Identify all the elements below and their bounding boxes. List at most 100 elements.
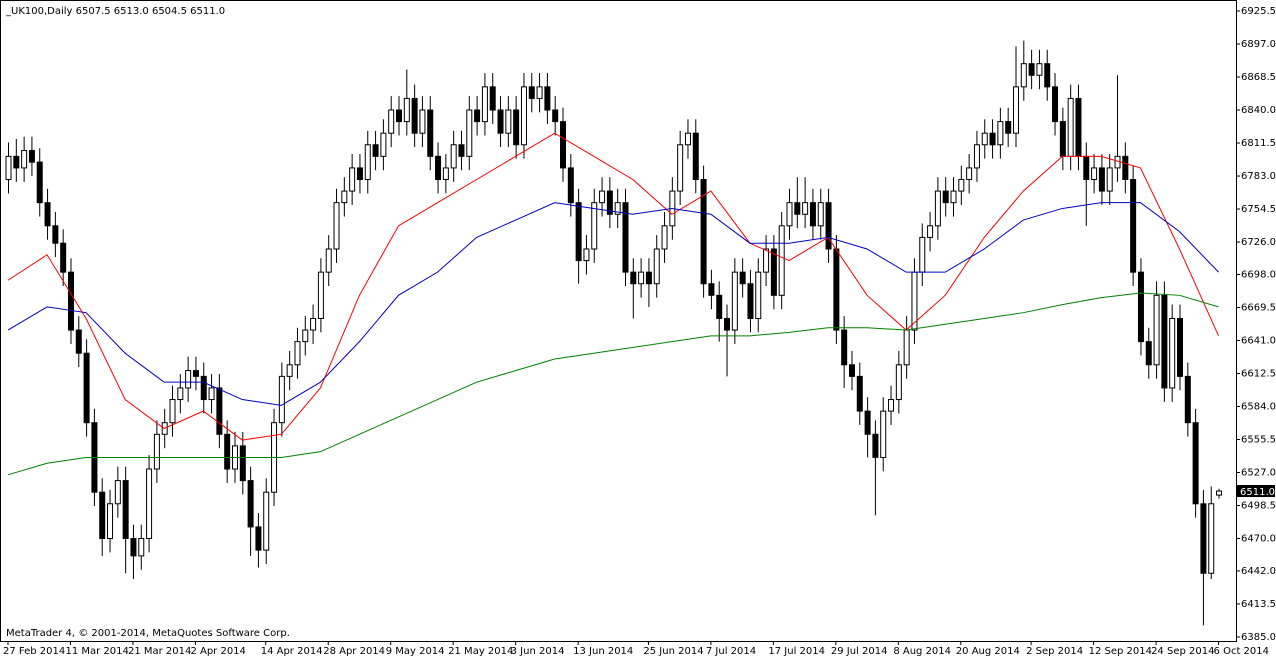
candle-body	[997, 121, 1004, 146]
candle-body	[638, 271, 645, 285]
candle-body	[497, 109, 504, 134]
candle-body	[1098, 167, 1105, 192]
y-tick-label: 6385.0	[1241, 632, 1276, 643]
candle-body	[5, 155, 12, 181]
candle-body	[1177, 317, 1183, 377]
candle-body	[411, 97, 418, 134]
candle-body	[989, 132, 996, 146]
candle-body	[505, 109, 512, 134]
y-tick-label: 6669.5	[1241, 302, 1276, 313]
candle-body	[645, 271, 652, 285]
candle-body	[622, 202, 629, 273]
x-tick-label: 28 Apr 2014	[323, 646, 385, 657]
candle-body	[895, 364, 902, 401]
candle-body	[677, 144, 684, 192]
candle-body	[169, 399, 176, 424]
candle-body	[770, 248, 777, 296]
y-tick-label: 6612.5	[1241, 368, 1276, 379]
y-tick-label: 6498.5	[1241, 501, 1276, 512]
candle-body	[1184, 375, 1191, 424]
candle-body	[13, 155, 20, 169]
candle-body	[263, 491, 270, 551]
candle-body	[763, 248, 770, 273]
candle-body	[44, 202, 51, 227]
y-tick-label: 6840.0	[1241, 105, 1276, 116]
candle-body	[888, 399, 895, 412]
candle-body	[419, 109, 426, 134]
candle-body	[833, 248, 840, 331]
candle-body	[606, 190, 613, 215]
candle-body	[28, 150, 35, 163]
candle-body	[130, 538, 137, 557]
candle-body	[333, 202, 340, 250]
candle-body	[153, 433, 160, 470]
candle-body	[684, 132, 691, 146]
candle-body	[591, 202, 598, 250]
y-tick-label: 6527.0	[1241, 467, 1276, 478]
candle-body	[552, 109, 559, 123]
candle-body	[1052, 86, 1059, 123]
candle-body	[114, 480, 121, 505]
candle-body	[927, 225, 934, 238]
candle-body	[841, 329, 848, 366]
candle-body	[247, 480, 254, 528]
y-tick-label: 6413.5	[1241, 599, 1276, 610]
candle-body	[653, 248, 660, 285]
candle-body	[356, 167, 363, 181]
candle-body	[802, 202, 809, 215]
candle-body	[958, 179, 965, 192]
candle-body	[1208, 503, 1215, 574]
candle-body	[1137, 271, 1144, 343]
candle-body	[716, 294, 723, 319]
x-tick-label: 29 Jul 2014	[831, 646, 888, 657]
candle-body	[1106, 167, 1113, 192]
candle-body	[450, 144, 457, 169]
candle-body	[21, 150, 28, 169]
candle-body	[575, 202, 582, 262]
candle-body	[224, 433, 231, 470]
candle-body	[544, 86, 551, 111]
candle-body	[458, 144, 465, 157]
x-tick-label: 9 May 2014	[386, 646, 445, 657]
candle-body	[856, 375, 863, 412]
y-tick-label: 6555.5	[1241, 434, 1276, 445]
candle-body	[177, 387, 184, 401]
candle-body	[185, 370, 192, 389]
candle-body	[349, 167, 356, 192]
candle-body	[466, 109, 473, 157]
candle-body	[1200, 503, 1207, 574]
candle-body	[567, 167, 574, 204]
y-tick-label: 6641.0	[1241, 335, 1276, 346]
x-tick-label: 21 Mar 2014	[128, 646, 191, 657]
x-tick-label: 3 Jun 2014	[511, 646, 565, 657]
candle-body	[122, 480, 129, 540]
candle-body	[396, 109, 402, 123]
x-tick-label: 21 May 2014	[448, 646, 513, 657]
candle-body	[724, 317, 731, 331]
candle-body	[599, 190, 606, 204]
y-tick-label: 6470.0	[1241, 534, 1276, 545]
candle-body	[966, 167, 973, 181]
candle-body	[950, 190, 957, 204]
candle-body	[1028, 63, 1035, 76]
x-tick-label: 2 Apr 2014	[190, 646, 245, 657]
candle-body	[528, 86, 535, 99]
candle-body	[286, 364, 293, 377]
candle-body	[1145, 341, 1152, 366]
candle-body	[794, 202, 801, 215]
candle-body	[435, 155, 442, 181]
x-tick-label: 24 Sep 2014	[1151, 646, 1214, 657]
candle-body	[1059, 121, 1066, 157]
candle-body	[317, 271, 324, 319]
candle-body	[403, 97, 410, 123]
candle-body	[138, 538, 145, 557]
x-tick-label: 17 Jul 2014	[768, 646, 825, 657]
candle-body	[75, 329, 82, 354]
x-tick-label: 20 Aug 2014	[956, 646, 1020, 657]
candle-body	[1153, 294, 1160, 366]
candle-body	[700, 179, 707, 285]
x-tick-label: 8 Aug 2014	[893, 646, 951, 657]
candle-body	[380, 132, 387, 157]
y-tick-label: 6811.5	[1241, 138, 1276, 149]
candle-body	[364, 144, 371, 181]
